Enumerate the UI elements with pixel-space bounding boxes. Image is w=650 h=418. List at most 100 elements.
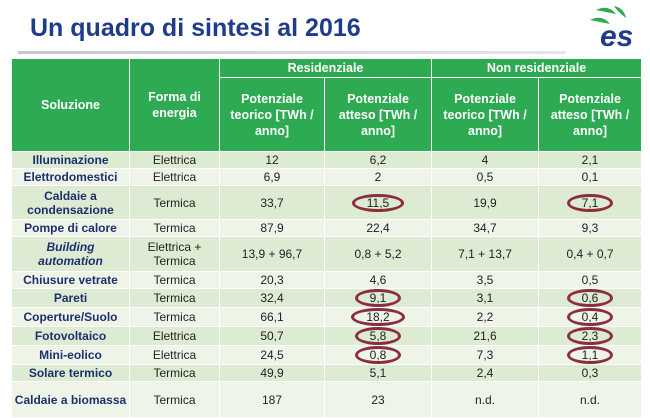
row-soluzione: Fotovoltaico [11,326,130,346]
row-nres-atteso: 0,3 [538,364,643,382]
row-nres-teorico: 21,6 [431,326,540,346]
highlight-circle: 18,2 [351,308,405,326]
row-soluzione: Caldaie a biomassa [11,381,130,418]
row-res-atteso: 5,8 [323,326,433,346]
highlight-circle: 1,1 [566,346,614,364]
row-nres-atteso: 0,1 [538,168,643,186]
row-soluzione: Illuminazione [11,151,130,169]
row-nres-teorico: 3,1 [431,288,540,308]
row-soluzione: Building automation [11,236,130,272]
row-soluzione: Caldaie a condensazione [11,185,130,220]
row-nres-teorico: 7,1 + 13,7 [431,236,540,272]
row-res-atteso: 11,5 [323,185,433,220]
row-nres-atteso: 0,6 [538,288,643,308]
logo-text: es [600,20,633,50]
table-row: Coperture/Suolo Termica 66,1 18,2 2,2 0,… [11,307,643,327]
row-nres-teorico: 19,9 [431,185,540,220]
highlight-circle: 9,1 [354,289,402,307]
row-forma: Termica [129,219,220,237]
row-res-teorico: 33,7 [219,185,325,220]
row-res-atteso: 2 [323,168,433,186]
row-nres-teorico: n.d. [431,381,540,418]
row-soluzione: Mini-eolico [11,345,130,365]
row-forma: Elettrica [129,151,220,169]
header-nres-teorico: Potenziale teorico [TWh / anno] [431,77,540,152]
es-logo-icon: es [590,6,633,50]
row-res-teorico: 6,9 [219,168,325,186]
slide-title: Un quadro di sintesi al 2016 [30,14,361,42]
row-nres-atteso: n.d. [538,381,643,418]
row-res-teorico: 12 [219,151,325,169]
row-res-teorico: 20,3 [219,271,325,289]
row-nres-teorico: 4 [431,151,540,169]
table-row: Fotovoltaico Elettrica 50,7 5,8 21,6 2,3 [11,326,643,346]
highlight-circle: 5,8 [354,327,402,345]
row-res-atteso: 23 [323,381,433,418]
row-nres-teorico: 2,4 [431,364,540,382]
header-res-atteso: Potenziale atteso [TWh / anno] [323,77,433,152]
row-forma: Elettrica [129,345,220,365]
title-divider [18,51,566,54]
row-forma: Elettrica + Termica [129,236,220,272]
table-row: Chiusure vetrate Termica 20,3 4,6 3,5 0,… [11,271,643,289]
row-nres-teorico: 2,2 [431,307,540,327]
row-nres-teorico: 3,5 [431,271,540,289]
row-forma: Elettrica [129,326,220,346]
row-res-teorico: 13,9 + 96,7 [219,236,325,272]
row-nres-atteso: 0,4 + 0,7 [538,236,643,272]
header-forma-energia: Forma di energia [129,58,220,152]
highlight-circle: 0,6 [566,289,614,307]
table-row: Mini-eolico Elettrica 24,5 0,8 7,3 1,1 [11,345,643,365]
row-forma: Termica [129,185,220,220]
row-nres-atteso: 9,3 [538,219,643,237]
row-res-atteso: 5,1 [323,364,433,382]
row-nres-atteso: 0,5 [538,271,643,289]
table-row: Pareti Termica 32,4 9,1 3,1 0,6 [11,288,643,308]
highlight-circle: 11,5 [351,193,405,212]
highlight-circle: 0,4 [566,308,614,326]
row-soluzione: Chiusure vetrate [11,271,130,289]
row-forma: Termica [129,364,220,382]
row-nres-teorico: 7,3 [431,345,540,365]
table-row: Pompe di calore Termica 87,9 22,4 34,7 9… [11,219,643,237]
header-res-teorico: Potenziale teorico [TWh / anno] [219,77,325,152]
row-nres-atteso: 1,1 [538,345,643,365]
row-forma: Termica [129,288,220,308]
header-non-residenziale: Non residenziale [431,57,643,79]
row-res-atteso: 22,4 [323,219,433,237]
row-nres-teorico: 34,7 [431,219,540,237]
row-res-atteso: 4,6 [323,271,433,289]
table-row: Caldaie a condensazione Termica 33,7 11,… [11,185,643,220]
highlight-circle: 2,3 [566,327,614,345]
highlight-circle: 7,1 [566,193,614,212]
row-res-teorico: 66,1 [219,307,325,327]
row-forma: Termica [129,271,220,289]
header-residenziale: Residenziale [218,57,433,79]
row-soluzione: Pareti [11,288,130,308]
row-res-teorico: 87,9 [219,219,325,237]
row-nres-atteso: 7,1 [538,185,643,220]
row-res-atteso: 6,2 [323,151,433,169]
row-nres-atteso: 0,4 [538,307,643,327]
row-soluzione: Coperture/Suolo [11,307,130,327]
row-forma: Elettrica [129,168,220,186]
row-res-teorico: 49,9 [219,364,325,382]
row-soluzione: Pompe di calore [11,219,130,237]
row-soluzione: Elettrodomestici [11,168,130,186]
row-forma: Termica [129,307,220,327]
header-nres-atteso: Potenziale atteso [TWh / anno] [538,77,643,152]
synthesis-table: Soluzione Forma di energia Residenziale … [11,57,643,418]
row-nres-atteso: 2,1 [538,151,643,169]
row-soluzione: Solare termico [11,364,130,382]
row-res-atteso: 0,8 + 5,2 [323,236,433,272]
table-row: Illuminazione Elettrica 12 6,2 4 2,1 [11,151,643,169]
row-nres-teorico: 0,5 [431,168,540,186]
row-forma: Termica [129,381,220,418]
row-res-atteso: 0,8 [323,345,433,365]
row-res-atteso: 18,2 [323,307,433,327]
table-row: Caldaie a biomassa Termica 187 23 n.d. n… [11,381,643,418]
table-row: Building automation Elettrica + Termica … [11,236,643,272]
row-nres-atteso: 2,3 [538,326,643,346]
highlight-circle: 0,8 [354,346,402,364]
row-res-teorico: 50,7 [219,326,325,346]
